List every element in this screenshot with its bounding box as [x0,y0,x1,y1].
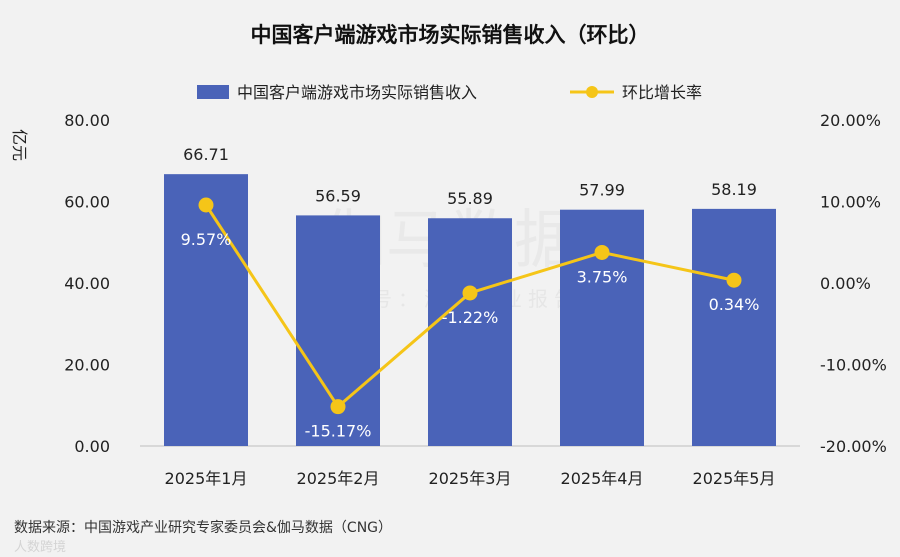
x-tick-label: 2025年1月 [165,469,248,488]
y-tick-left: 80.00 [64,111,110,130]
x-tick-label: 2025年3月 [429,469,512,488]
bar-value-label: 56.59 [315,186,361,205]
bar-value-label: 58.19 [711,180,757,199]
bar [428,218,512,446]
legend-line-marker [586,86,598,98]
line-series [198,197,742,415]
growth-rate-point [594,244,610,260]
y-tick-left: 0.00 [74,437,110,456]
growth-rate-label: 0.34% [709,295,760,314]
y-tick-right: 0.00% [820,274,871,293]
y-tick-right: -10.00% [820,356,887,375]
y-tick-left: 40.00 [64,274,110,293]
growth-rate-point [462,285,478,301]
x-axis: 2025年1月 2025年2月 2025年3月 2025年4月 2025年5月 [165,469,776,488]
bar-value-label: 55.89 [447,189,493,208]
growth-rate-label: -1.22% [442,308,499,327]
growth-rate-point [198,197,214,213]
growth-rate-point [330,399,346,415]
legend-bar-label: 中国客户端游戏市场实际销售收入 [237,83,477,102]
y-tick-left: 20.00 [64,356,110,375]
legend: 中国客户端游戏市场实际销售收入 环比增长率 [197,83,702,102]
bar-value-label: 66.71 [183,145,229,164]
growth-rate-label: -15.17% [305,422,372,441]
x-tick-label: 2025年5月 [693,469,776,488]
y-tick-right: 10.00% [820,193,881,212]
y-axis-label: 亿元 [10,129,29,161]
corner-watermark: 人数跨境 [14,540,66,555]
y-tick-left: 60.00 [64,193,110,212]
bar-value-label: 57.99 [579,181,625,200]
bar [692,208,776,446]
bar-value-labels: 66.71 56.59 55.89 57.99 58.19 [183,145,757,208]
growth-rate-label: 9.57% [181,230,232,249]
y-tick-right: -20.00% [820,437,887,456]
rate-value-labels: 9.57% -15.17% -1.22% 3.75% 0.34% [181,230,760,441]
x-tick-label: 2025年4月 [561,469,644,488]
y-axis-right: 20.00% 10.00% 0.00% -10.00% -20.00% [820,111,887,456]
source-note: 数据来源：中国游戏产业研究专家委员会&伽马数据（CNG） [14,519,392,536]
growth-rate-label: 3.75% [577,267,628,286]
growth-rate-point [726,272,742,288]
x-tick-label: 2025年2月 [297,469,380,488]
legend-bar-swatch [197,85,229,99]
y-axis-left: 80.00 60.00 40.00 20.00 0.00 [64,111,110,456]
chart-title: 中国客户端游戏市场实际销售收入（环比） [251,23,650,47]
legend-line-label: 环比增长率 [622,83,702,102]
y-tick-right: 20.00% [820,111,881,130]
bar [164,174,248,447]
